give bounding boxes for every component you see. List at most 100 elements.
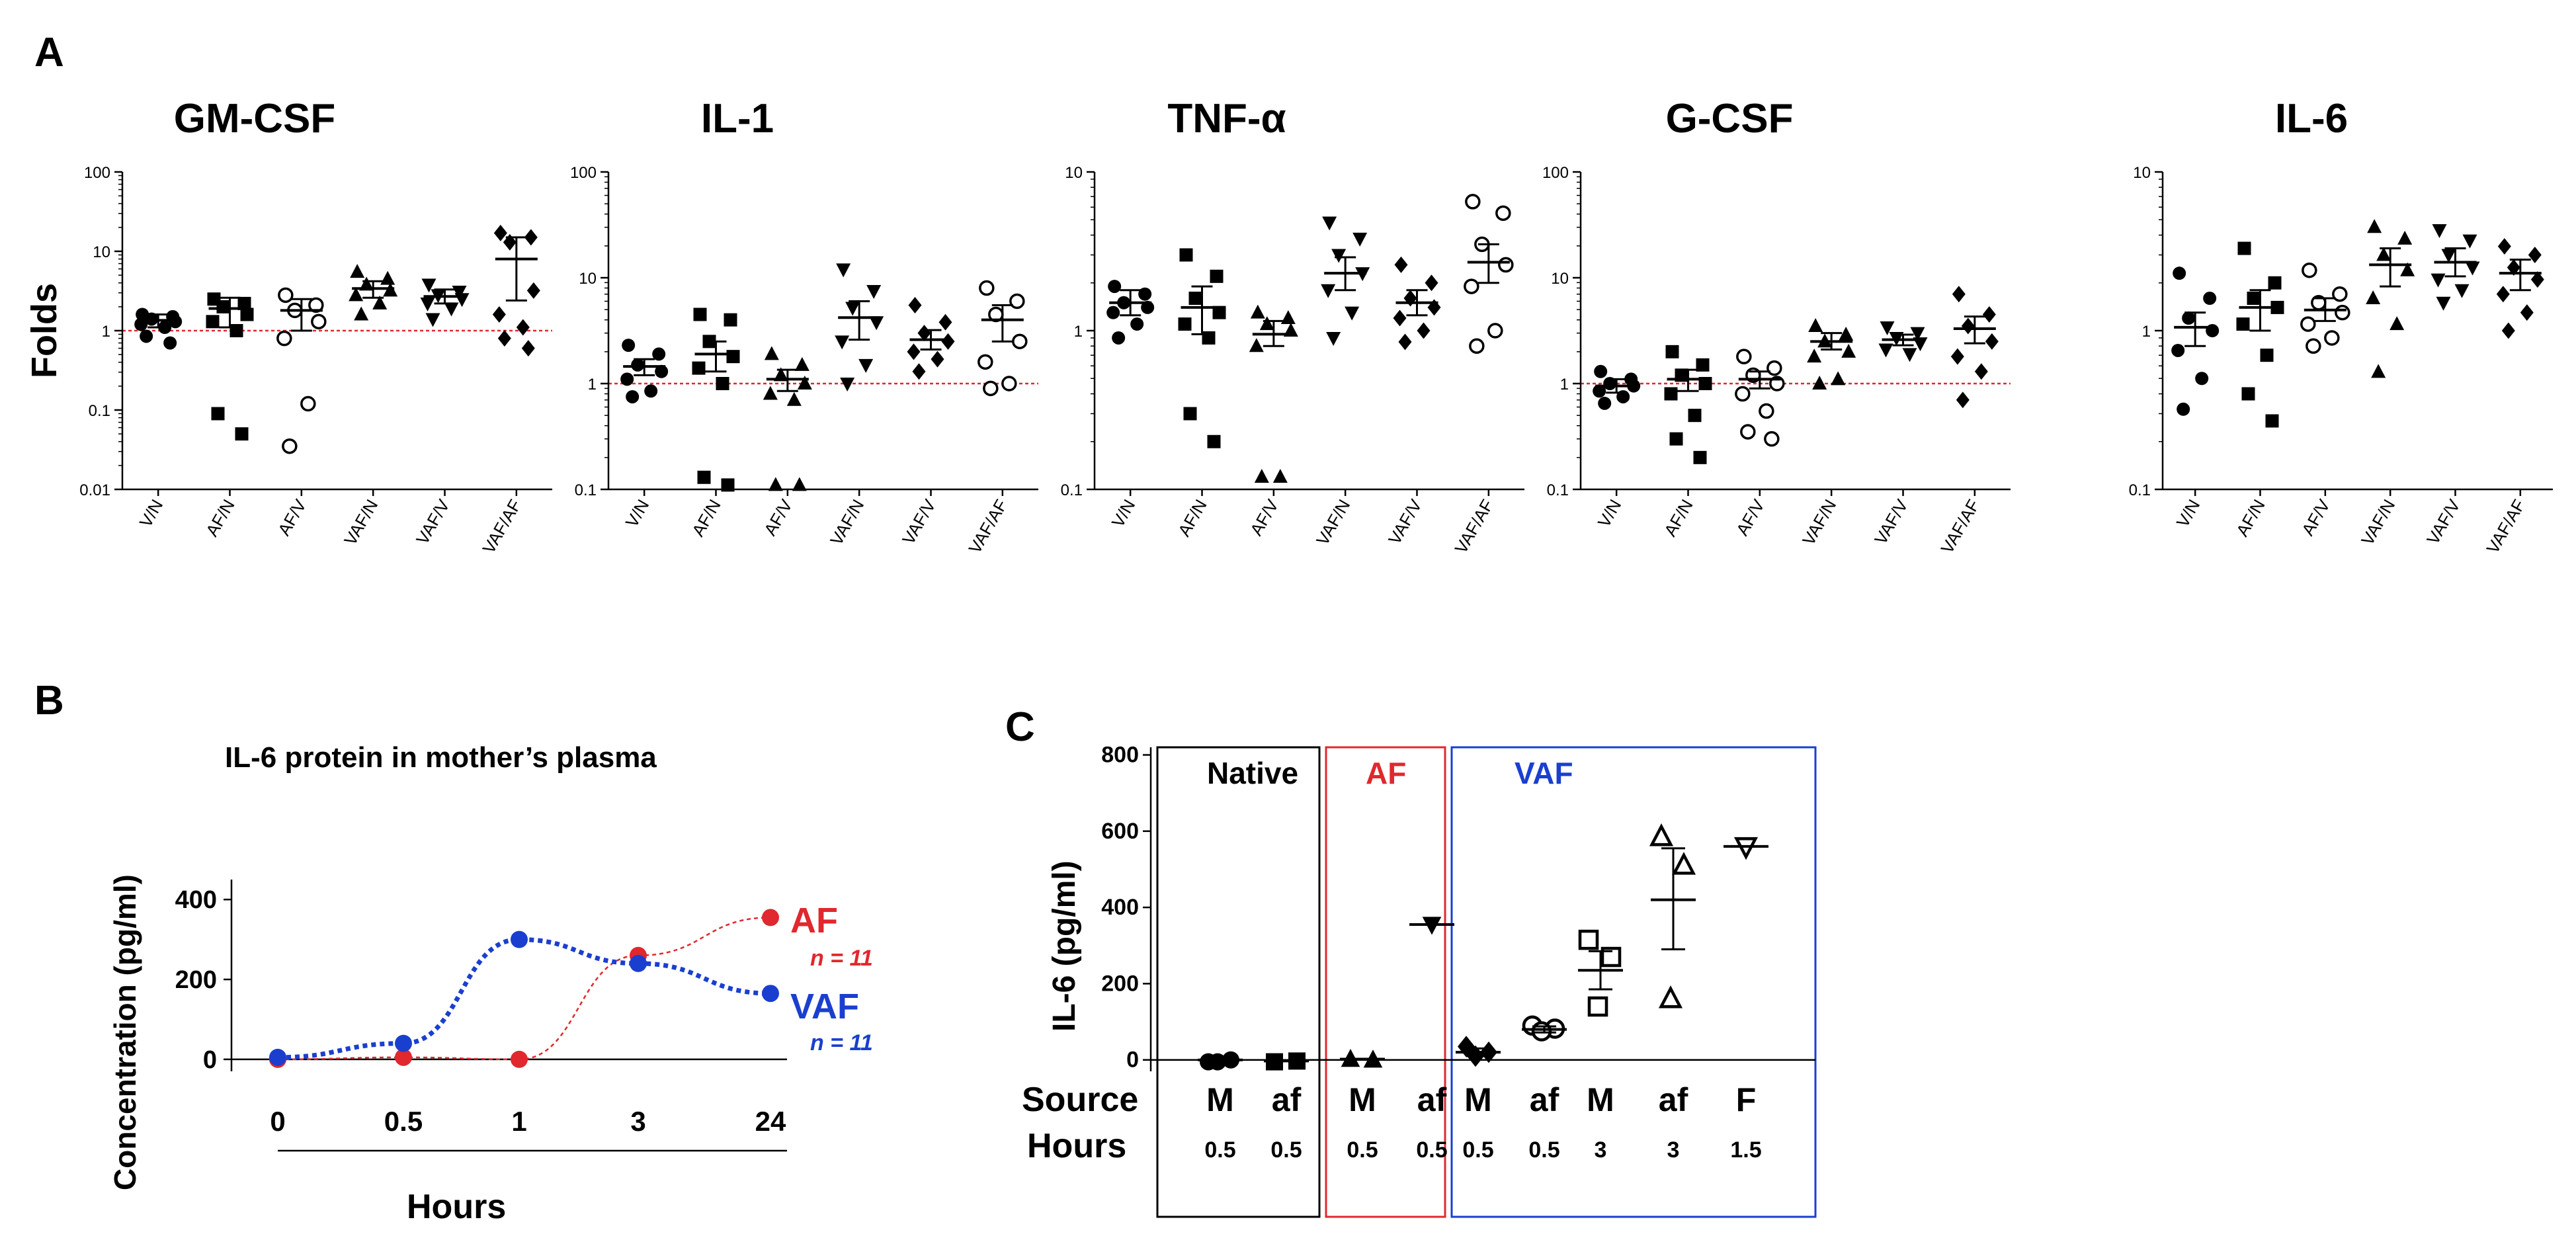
- data-point: [792, 477, 807, 491]
- data-point: [311, 313, 327, 330]
- panel-label-c: C: [1005, 704, 1035, 750]
- data-point: [2497, 237, 2511, 255]
- data-point: [1141, 300, 1155, 314]
- data-point: [655, 364, 669, 378]
- data-point: [276, 330, 292, 347]
- y-tick-label: 0.01: [79, 481, 110, 499]
- data-point: [372, 295, 388, 309]
- data-point: [300, 395, 316, 412]
- group-box-native: [1156, 746, 1321, 1218]
- data-point: [2302, 262, 2317, 278]
- x-tick-label: VAF/AF: [479, 496, 526, 557]
- data-point: [1130, 317, 1144, 331]
- x-tick-label: 0: [270, 1106, 285, 1137]
- y-tick-label: 100: [84, 164, 110, 182]
- data-point: [652, 347, 666, 361]
- chart-title: IL-6 protein in mother’s plasma: [225, 741, 657, 774]
- data-point: [2366, 290, 2381, 305]
- data-point: [1465, 194, 1481, 210]
- data-point: [1352, 232, 1368, 247]
- data-point: [269, 1048, 286, 1066]
- chart-title: G-CSF: [1666, 96, 1794, 142]
- data-point: [2520, 304, 2534, 321]
- data-point: [1839, 327, 1854, 341]
- data-point: [724, 313, 737, 327]
- y-tick-label: 400: [175, 886, 217, 914]
- chart-il-6: IL-6 0.1 1 10 V/N AF/N AF/V VAF/N VAF/V VAF/AF: [2129, 96, 2553, 557]
- row-label-hours: Hours: [1027, 1127, 1126, 1165]
- data-point: [1487, 323, 1503, 339]
- y-axis-label: Concentration (pg/ml): [108, 874, 142, 1190]
- data-point: [2462, 234, 2477, 249]
- data-point: [1498, 257, 1514, 273]
- data-point: [1808, 317, 1823, 332]
- data-point: [229, 324, 243, 337]
- y-tick-label: 100: [570, 164, 597, 182]
- y-tick-label: 10: [1065, 164, 1083, 182]
- data-point: [716, 377, 729, 390]
- data-point: [497, 330, 511, 347]
- data-point: [2260, 349, 2274, 362]
- y-tick-label: 200: [1101, 971, 1139, 996]
- data-point: [763, 386, 778, 400]
- data-point: [2528, 246, 2542, 263]
- data-point: [1671, 852, 1696, 875]
- data-point: [794, 356, 810, 371]
- data-point: [359, 276, 374, 291]
- y-tick-label: 1: [2142, 323, 2151, 341]
- data-point: [1841, 343, 1856, 358]
- data-point: [1321, 284, 1336, 298]
- data-point: [1345, 306, 1360, 321]
- y-tick-label: 10: [93, 243, 110, 261]
- x-tick-label: AF/N: [1174, 496, 1211, 540]
- x-tick-label: 3: [630, 1106, 645, 1137]
- data-point: [2203, 292, 2217, 306]
- data-point: [380, 270, 395, 285]
- data-point: [768, 477, 783, 491]
- data-point: [1009, 293, 1025, 309]
- data-point: [492, 306, 506, 323]
- data-point: [907, 343, 921, 360]
- data-point: [2335, 304, 2350, 321]
- y-tick-label: 1: [102, 323, 110, 341]
- data-point: [1393, 309, 1407, 327]
- data-point: [1578, 929, 1599, 950]
- data-point: [1106, 306, 1120, 319]
- data-point: [1280, 309, 1296, 324]
- legend-af-label: AF: [790, 901, 838, 940]
- data-point: [1210, 269, 1224, 283]
- source-label: af: [1659, 1081, 1688, 1118]
- data-point: [1956, 391, 1970, 409]
- data-point: [206, 315, 220, 329]
- data-point: [836, 263, 851, 278]
- y-tick-label: 0.1: [2129, 481, 2151, 499]
- data-point: [444, 302, 459, 317]
- data-point: [1394, 256, 1408, 273]
- y-tick-label: 200: [175, 966, 217, 994]
- x-tick-label: V/N: [622, 496, 653, 531]
- data-point: [1587, 996, 1608, 1017]
- data-point: [349, 287, 364, 302]
- data-point: [626, 390, 640, 403]
- y-tick-label: 0.1: [1547, 481, 1569, 499]
- data-point: [1910, 327, 1925, 341]
- legend-vaf-label: VAF: [790, 987, 859, 1026]
- series-line-vaf: [277, 937, 771, 1060]
- y-tick-label: 0: [203, 1046, 217, 1074]
- data-point: [425, 313, 440, 327]
- data-point: [2173, 267, 2186, 280]
- data-point: [762, 909, 779, 927]
- data-point: [2376, 247, 2391, 261]
- legend-af-n: n = 11: [810, 946, 873, 971]
- data-point: [858, 358, 874, 373]
- source-label: M: [1206, 1081, 1234, 1118]
- data-point: [1831, 371, 1846, 386]
- data-point: [395, 1034, 412, 1052]
- source-label: M: [1464, 1081, 1492, 1118]
- data-point: [1594, 364, 1608, 378]
- data-point: [2400, 262, 2415, 276]
- data-point: [938, 313, 952, 331]
- data-point: [2324, 330, 2340, 346]
- legend-vaf-n: n = 11: [810, 1030, 873, 1055]
- data-point: [2441, 249, 2456, 263]
